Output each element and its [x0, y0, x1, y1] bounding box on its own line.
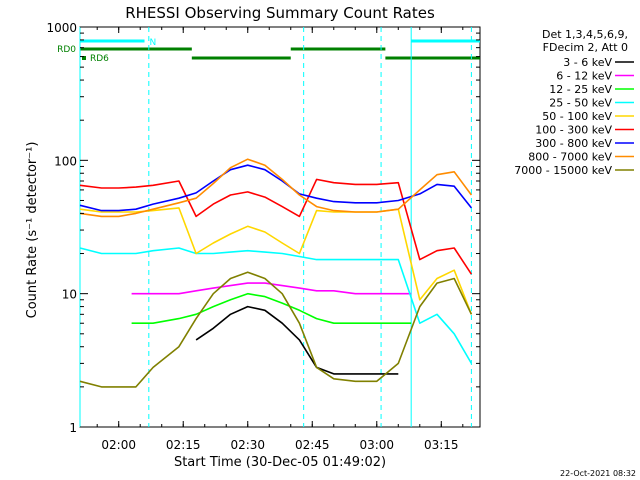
- x-tick-label: 02:15: [166, 438, 201, 452]
- series-lines: [79, 158, 473, 388]
- y-axis-label: Count Rate (s⁻¹ detector⁻¹): [25, 142, 40, 319]
- y-tick-label: 10: [62, 288, 77, 302]
- x-tick-label: 02:30: [230, 438, 265, 452]
- series-line-5: [79, 178, 473, 275]
- legend-label: 300 - 800 keV: [535, 137, 612, 150]
- y-tick-label: 100: [54, 154, 77, 168]
- legend-label: 3 - 6 keV: [563, 56, 612, 69]
- legend-label: 7000 - 15000 keV: [514, 164, 612, 177]
- plot-frame: [79, 26, 481, 428]
- series-line-7: [79, 158, 473, 218]
- legend-label: 6 - 12 keV: [556, 70, 612, 83]
- y-tick-label: 1: [69, 421, 77, 435]
- x-tick-label: 02:00: [101, 438, 136, 452]
- y-axis-ticks: 1 10 100 1000: [46, 21, 480, 435]
- legend-label: 12 - 25 keV: [549, 83, 612, 96]
- footer-timestamp: 22-Oct-2021 08:32: [560, 469, 636, 478]
- x-axis-label: Start Time (30-Dec-05 01:49:02): [174, 455, 386, 470]
- series-line-8: [79, 271, 473, 388]
- flag-label-rd6: RD6: [90, 54, 109, 64]
- legend-header-line: FDecim 2, Att 0: [543, 41, 628, 54]
- legend: Det 1,3,4,5,6,9,FDecim 2, Att 0 3 - 6 keV…: [514, 28, 634, 177]
- series-line-0: [195, 305, 399, 375]
- legend-header-line: Det 1,3,4,5,6,9,: [542, 28, 628, 41]
- flag-bars: N RD0 RD6: [57, 38, 480, 64]
- x-tick-label: 03:00: [359, 438, 394, 452]
- legend-label: 25 - 50 keV: [549, 97, 612, 110]
- x-tick-label: 03:15: [424, 438, 459, 452]
- series-line-6: [79, 164, 473, 212]
- legend-label: 800 - 7000 keV: [528, 151, 612, 164]
- event-lines: [79, 27, 472, 427]
- flag-marker-rd6: [82, 56, 86, 60]
- chart-title: RHESSI Observing Summary Count Rates: [125, 4, 435, 22]
- x-tick-label: 02:45: [295, 438, 330, 452]
- series-line-3: [79, 247, 473, 364]
- legend-label: 50 - 100 keV: [542, 110, 612, 123]
- series-line-2: [131, 292, 412, 325]
- series-line-1: [131, 282, 412, 295]
- legend-label: 100 - 300 keV: [535, 124, 612, 137]
- series-line-4: [79, 207, 473, 315]
- y-tick-label: 1000: [46, 21, 77, 35]
- flag-label-n: N: [150, 38, 157, 48]
- flag-label-rd0: RD0: [57, 45, 76, 55]
- x-axis-ticks: 02:00 02:15 02:30 02:45 03:00 03:15: [96, 27, 464, 452]
